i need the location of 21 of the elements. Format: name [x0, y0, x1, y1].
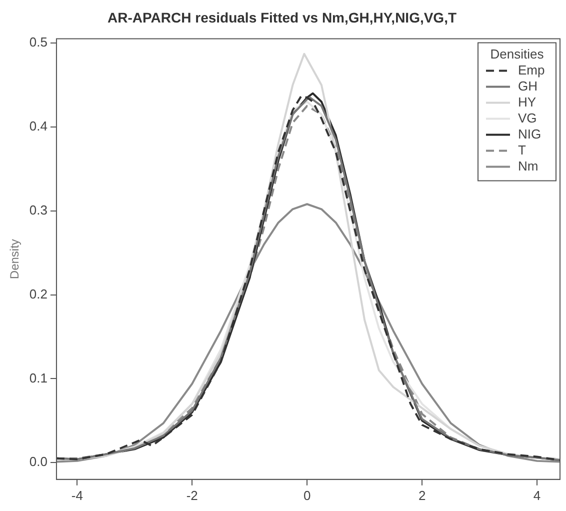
y-tick-label: 0.0: [29, 454, 48, 470]
legend-label: T: [518, 142, 526, 158]
legend-label: GH: [518, 78, 538, 94]
legend-label: Nm: [518, 158, 538, 174]
y-tick-label: 0.5: [29, 34, 48, 50]
y-tick-label: 0.2: [29, 286, 48, 302]
x-tick-label: 2: [418, 488, 426, 503]
legend-label: VG: [518, 110, 537, 126]
legend-label: Emp: [518, 62, 545, 78]
legend-label: HY: [518, 94, 536, 110]
y-tick-label: 0.1: [29, 370, 48, 386]
y-tick-label: 0.4: [29, 118, 48, 134]
legend-title: Densities: [490, 46, 544, 62]
x-tick-label: -2: [186, 488, 198, 503]
x-tick-label: -4: [71, 488, 83, 503]
y-axis-title: Density: [8, 239, 22, 280]
legend-label: NIG: [518, 126, 542, 142]
y-tick-label: 0.3: [29, 202, 48, 218]
x-tick-label: 0: [303, 488, 311, 503]
x-tick-label: 4: [533, 488, 541, 503]
chart-title: AR-APARCH residuals Fitted vs Nm,GH,HY,NIG,VG,T: [107, 9, 457, 26]
